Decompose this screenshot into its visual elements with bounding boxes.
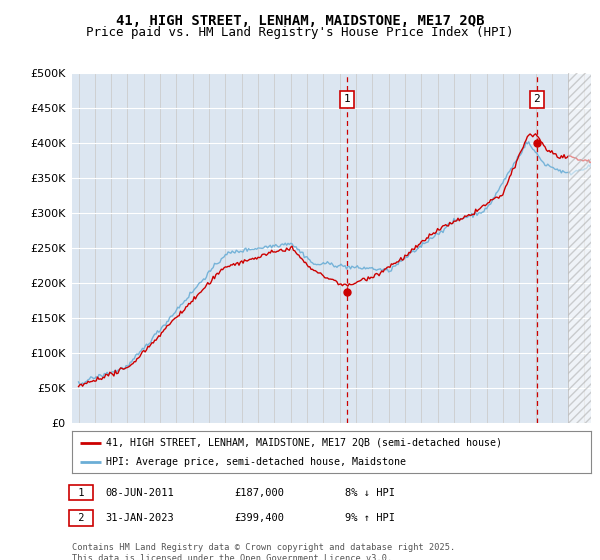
Text: 2: 2 xyxy=(72,513,91,523)
Text: Price paid vs. HM Land Registry's House Price Index (HPI): Price paid vs. HM Land Registry's House … xyxy=(86,26,514,39)
Text: 8% ↓ HPI: 8% ↓ HPI xyxy=(345,488,395,498)
Text: HPI: Average price, semi-detached house, Maidstone: HPI: Average price, semi-detached house,… xyxy=(106,457,406,467)
Text: 31-JAN-2023: 31-JAN-2023 xyxy=(105,513,174,523)
Text: 1: 1 xyxy=(72,488,91,498)
Text: £399,400: £399,400 xyxy=(234,513,284,523)
Text: Contains HM Land Registry data © Crown copyright and database right 2025.
This d: Contains HM Land Registry data © Crown c… xyxy=(72,543,455,560)
Text: 41, HIGH STREET, LENHAM, MAIDSTONE, ME17 2QB: 41, HIGH STREET, LENHAM, MAIDSTONE, ME17… xyxy=(116,14,484,28)
Text: 08-JUN-2011: 08-JUN-2011 xyxy=(105,488,174,498)
Text: 2: 2 xyxy=(533,95,540,104)
Text: £187,000: £187,000 xyxy=(234,488,284,498)
Text: 9% ↑ HPI: 9% ↑ HPI xyxy=(345,513,395,523)
Text: 41, HIGH STREET, LENHAM, MAIDSTONE, ME17 2QB (semi-detached house): 41, HIGH STREET, LENHAM, MAIDSTONE, ME17… xyxy=(106,437,502,447)
Text: 1: 1 xyxy=(343,95,350,104)
